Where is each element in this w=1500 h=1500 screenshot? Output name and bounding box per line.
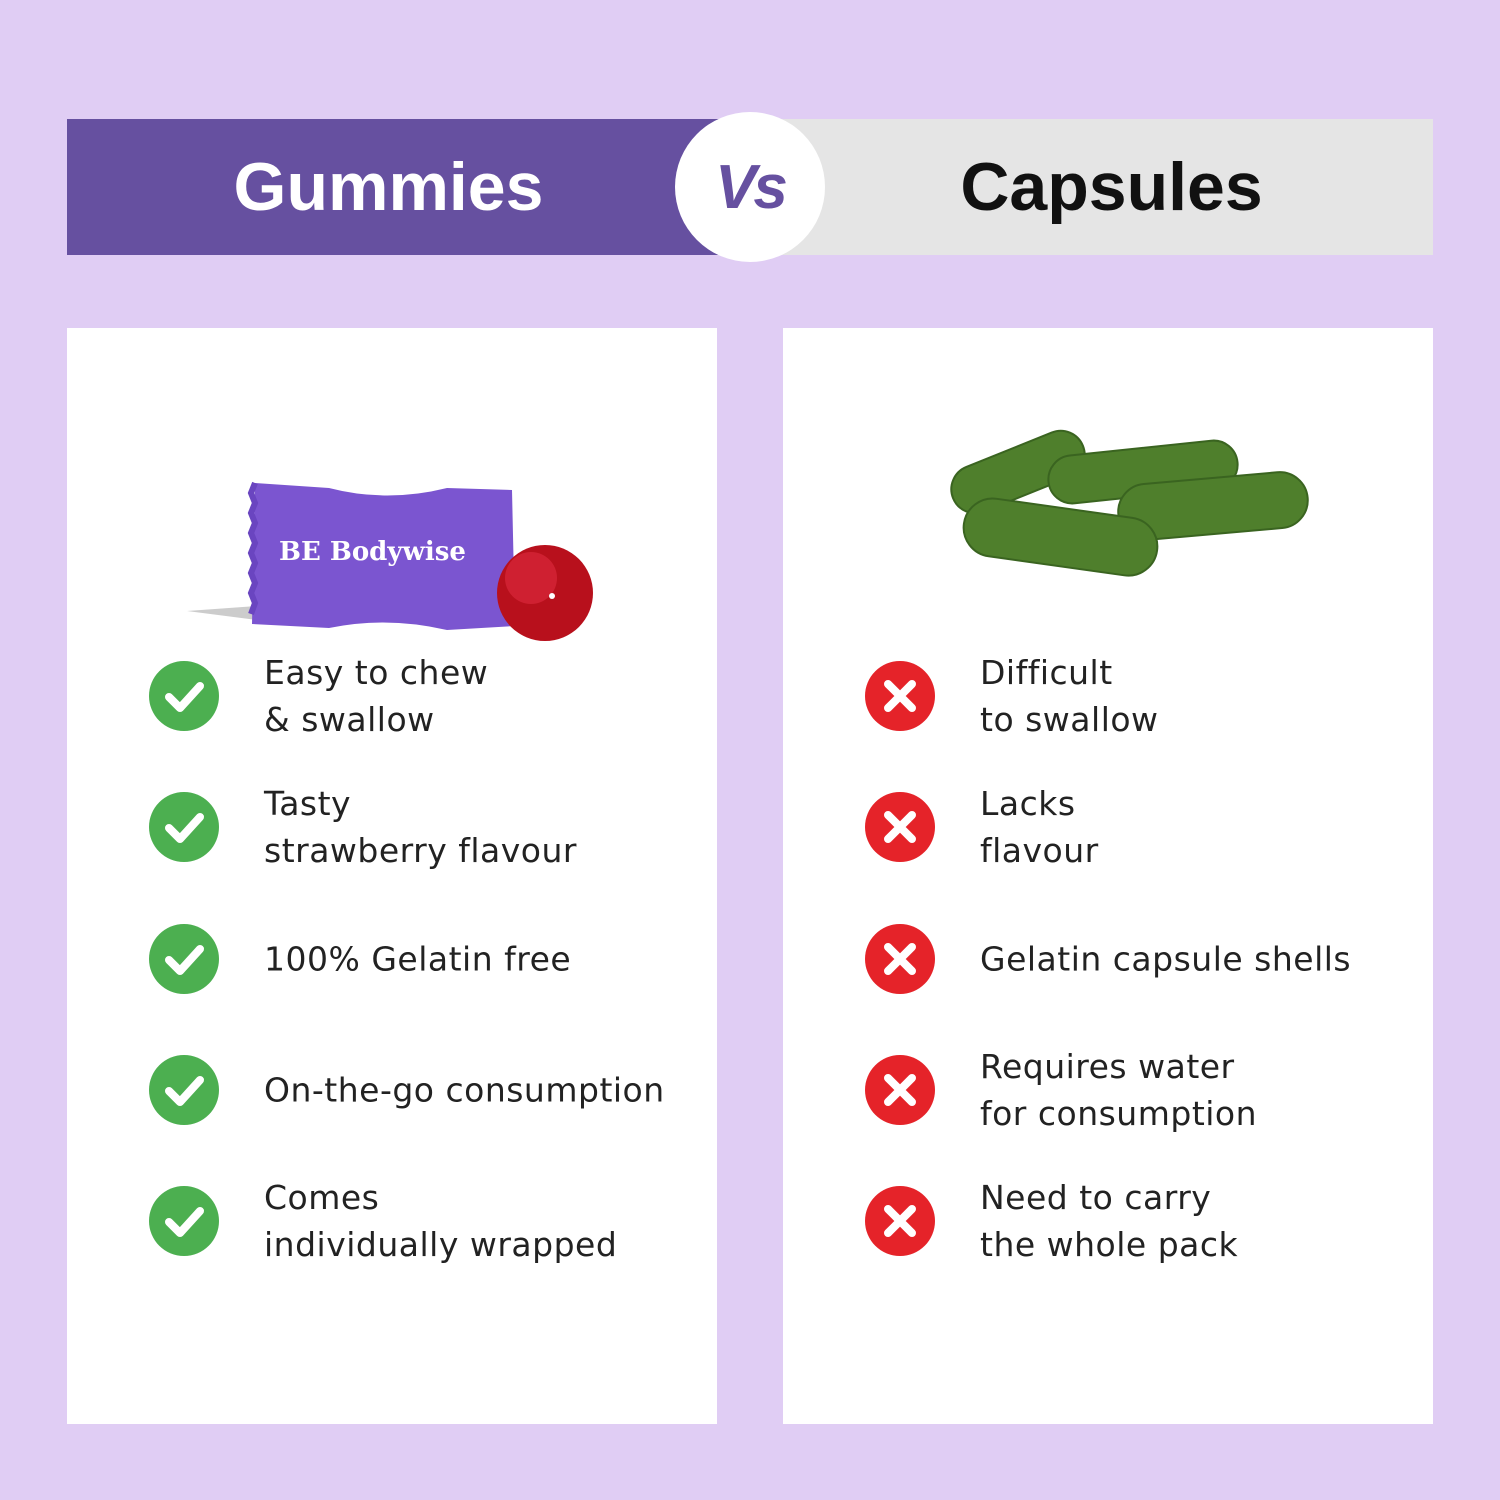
capsules-header: Capsules — [750, 119, 1433, 255]
cross-icon — [865, 924, 935, 994]
check-icon — [149, 661, 219, 731]
gummies-benefit-item: 100% Gelatin free — [67, 899, 717, 1019]
vs-label: Vs — [715, 152, 788, 222]
capsules-drawback-item: Need to carry the whole pack — [783, 1161, 1433, 1281]
item-text: 100% Gelatin free — [264, 939, 572, 979]
cross-icon — [865, 1186, 935, 1256]
check-icon — [149, 1055, 219, 1125]
capsule-product-image — [950, 429, 1309, 577]
check-icon — [149, 1186, 219, 1256]
capsules-drawback-item: Lacks flavour — [783, 767, 1433, 887]
gummies-header: Gummies — [67, 119, 750, 255]
item-text: Difficult to swallow — [980, 653, 1159, 739]
brand-logo: BE Bodywise — [279, 537, 466, 567]
cross-icon — [865, 661, 935, 731]
vs-badge: Vs — [675, 112, 825, 262]
item-text: Lacks flavour — [980, 784, 1099, 870]
gummies-title: Gummies — [233, 149, 544, 225]
gummies-benefit-item: Tasty strawberry flavour — [67, 767, 717, 887]
item-text: Tasty strawberry flavour — [264, 784, 577, 870]
capsules-title: Capsules — [960, 149, 1263, 225]
item-text: On-the-go consumption — [264, 1070, 665, 1110]
item-text: Need to carry the whole pack — [980, 1178, 1239, 1264]
gummies-benefit-item: Easy to chew & swallow — [67, 636, 717, 756]
capsules-drawback-item: Gelatin capsule shells — [783, 899, 1433, 1019]
gummies-card: BE Bodywise Easy to chew & swallow Tasty … — [67, 328, 717, 1424]
cross-icon — [865, 1055, 935, 1125]
gummies-benefit-item: Comes individually wrapped — [67, 1161, 717, 1281]
check-icon — [149, 924, 219, 994]
item-text: Gelatin capsule shells — [980, 939, 1352, 979]
cross-icon — [865, 792, 935, 862]
gummies-benefit-item: On-the-go consumption — [67, 1030, 717, 1150]
item-text: Comes individually wrapped — [264, 1178, 618, 1264]
item-text: Requires water for consumption — [980, 1047, 1258, 1133]
capsules-card: Difficult to swallow Lacks flavour Gelatin… — [783, 328, 1433, 1424]
capsules-drawback-item: Requires water for consumption — [783, 1030, 1433, 1150]
capsules-drawback-item: Difficult to swallow — [783, 636, 1433, 756]
gummy-product-image: BE Bodywise — [187, 481, 593, 641]
check-icon — [149, 792, 219, 862]
item-text: Easy to chew & swallow — [264, 653, 489, 739]
